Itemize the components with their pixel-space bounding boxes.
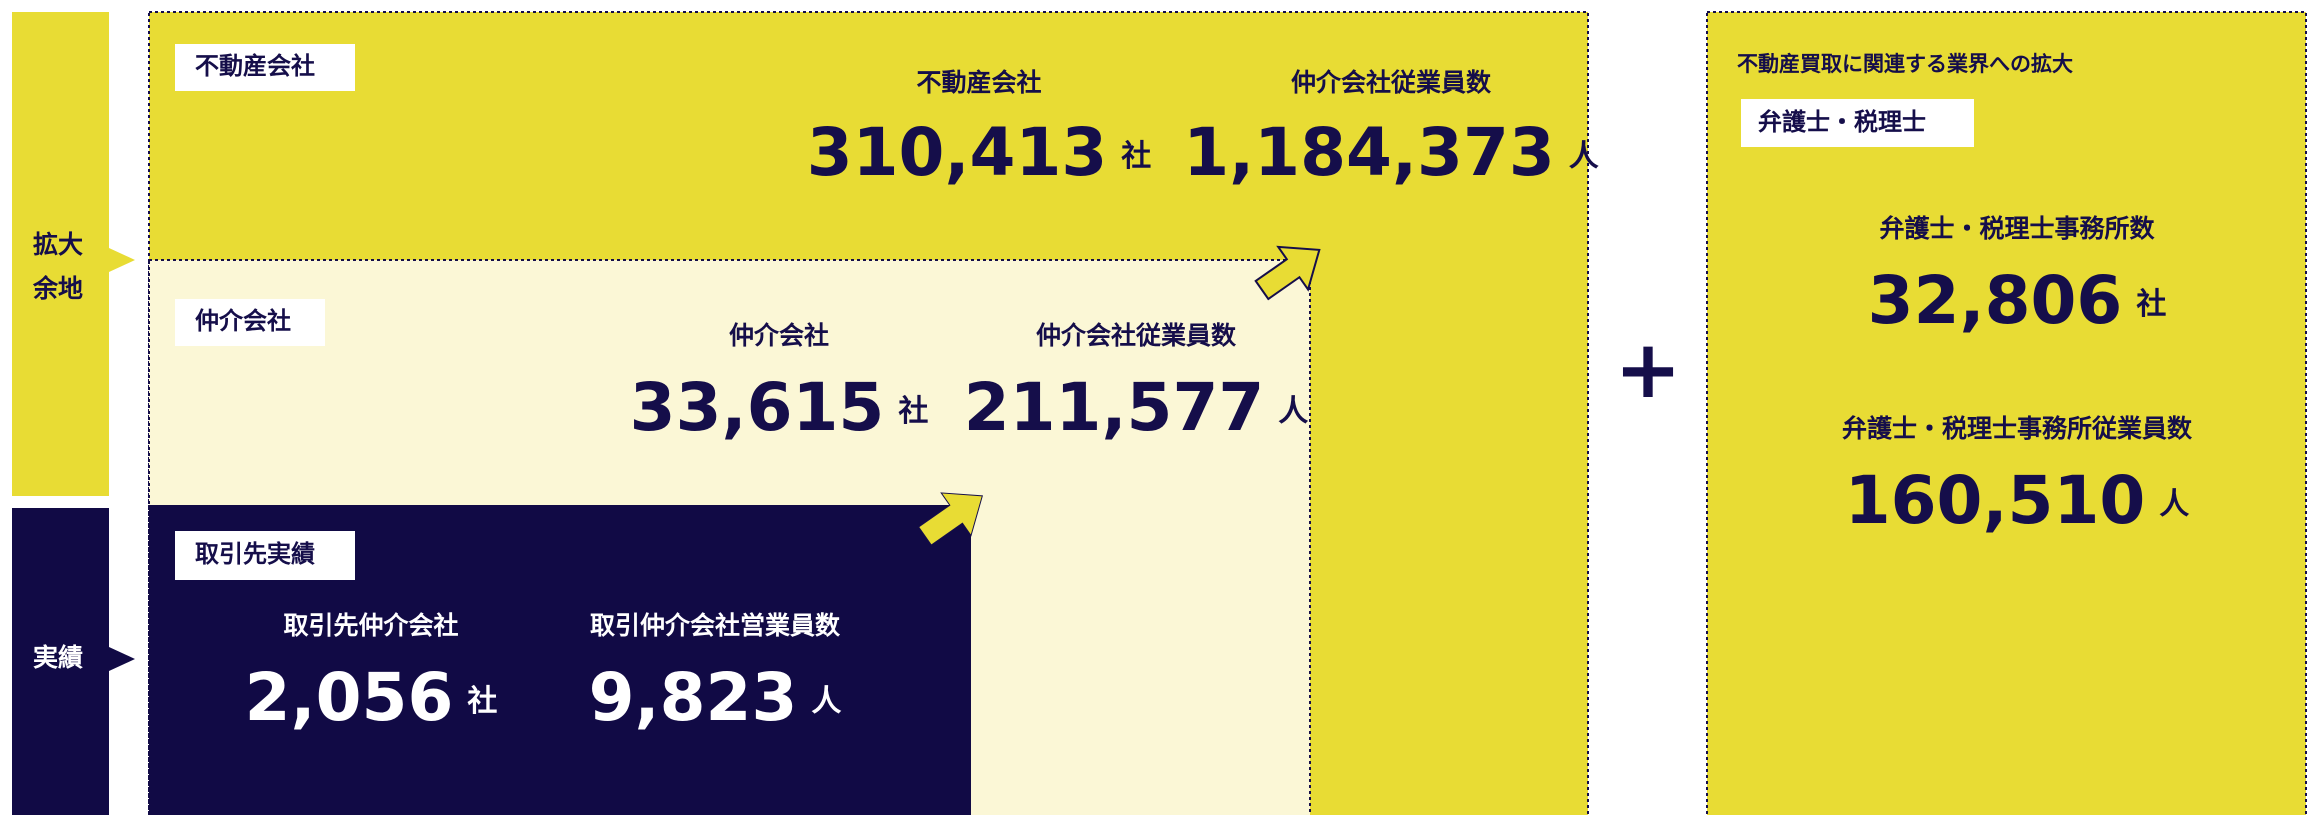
stat-number: 33,615 — [630, 369, 885, 446]
stat-number: 211,577 — [964, 369, 1265, 446]
arrow — [1254, 245, 1321, 301]
stat-number: 32,806 — [1868, 262, 2123, 339]
stat-label: 弁護士・税理士事務所従業員数 — [1842, 414, 2193, 443]
stat-label: 取引先仲介会社 — [283, 611, 458, 640]
side-label: 実績 — [33, 643, 83, 672]
tag-box — [175, 299, 325, 346]
side-bar-expansion — [12, 12, 109, 496]
tag: 弁護士・税理士 — [1758, 108, 1926, 136]
tag: 仲介会社 — [195, 307, 291, 335]
stat-unit: 社 — [898, 394, 928, 429]
stat-unit: 人 — [1278, 394, 1308, 429]
stat-value: 32,806 社 — [1868, 262, 2167, 339]
stat-value: 310,413 社 — [807, 114, 1152, 191]
stat-unit: 人 — [2159, 487, 2189, 522]
stat-number: 9,823 — [589, 659, 798, 736]
expansion-heading: 不動産買取に関連する業界への拡大 — [1737, 52, 2073, 76]
stat-value: 9,823 人 — [589, 659, 842, 736]
stat-value: 160,510 人 — [1845, 462, 2190, 539]
stat-label: 取引仲介会社営業員数 — [590, 611, 841, 640]
stat-value: 211,577 人 — [964, 369, 1309, 446]
side-bar-actual — [12, 508, 109, 815]
tag: 取引先実績 — [195, 540, 315, 568]
tag-box — [175, 44, 355, 91]
stat-number: 160,510 — [1845, 462, 2146, 539]
plus-sign: + — [1614, 323, 1681, 416]
stat-unit: 社 — [2136, 287, 2166, 322]
stat-label: 仲介会社従業員数 — [1036, 321, 1237, 350]
stat-number: 2,056 — [245, 659, 454, 736]
stat-number: 310,413 — [807, 114, 1108, 191]
stat-number: 1,184,373 — [1183, 114, 1555, 191]
side-label: 余地 — [32, 274, 83, 303]
stat-label: 弁護士・税理士事務所数 — [1879, 214, 2155, 243]
stat-unit: 社 — [1121, 139, 1151, 174]
side-label: 拡大 — [33, 230, 83, 259]
stat-value: 33,615 社 — [630, 369, 929, 446]
stat-value: 1,184,373 人 — [1183, 114, 1599, 191]
stat-label: 仲介会社従業員数 — [1291, 68, 1492, 97]
tag: 不動産会社 — [195, 52, 315, 80]
side-arrow — [109, 248, 135, 272]
tag-box — [1741, 99, 1974, 147]
tag-box — [175, 531, 355, 580]
stat-label: 仲介会社 — [729, 321, 829, 350]
stat-unit: 人 — [1569, 139, 1599, 174]
stat-value: 2,056 社 — [245, 659, 498, 736]
stat-label: 不動産会社 — [916, 68, 1041, 97]
side-arrow — [109, 647, 135, 671]
arrow — [917, 492, 983, 546]
stat-unit: 人 — [811, 684, 841, 719]
stat-unit: 社 — [467, 684, 497, 719]
